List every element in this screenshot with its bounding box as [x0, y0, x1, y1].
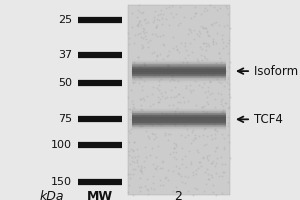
Bar	[132, 62, 226, 65]
Bar	[132, 75, 226, 78]
Text: 25: 25	[58, 15, 72, 25]
Bar	[132, 69, 226, 72]
Bar	[132, 78, 226, 81]
Bar	[132, 121, 226, 124]
Bar	[132, 79, 226, 82]
Bar	[132, 119, 226, 122]
Bar	[132, 75, 226, 78]
Bar	[132, 114, 226, 117]
Bar	[132, 126, 226, 129]
Bar	[132, 109, 226, 112]
Bar	[132, 67, 226, 70]
Bar	[132, 73, 226, 76]
Text: kDa: kDa	[40, 190, 64, 200]
Bar	[132, 127, 226, 130]
Bar	[132, 111, 226, 114]
Bar	[132, 109, 226, 112]
Bar	[132, 66, 226, 69]
Bar	[132, 73, 226, 76]
Bar	[132, 74, 226, 77]
Bar	[132, 64, 226, 67]
Bar	[132, 76, 226, 79]
Bar	[132, 113, 226, 116]
Bar	[132, 124, 226, 127]
Text: 50: 50	[58, 78, 72, 88]
Bar	[132, 125, 226, 128]
Bar	[132, 71, 226, 74]
Bar	[132, 122, 226, 125]
Bar	[132, 111, 226, 114]
Bar	[132, 120, 226, 123]
Bar	[132, 120, 226, 123]
Bar	[132, 78, 226, 81]
Bar	[132, 122, 226, 125]
Bar	[132, 77, 226, 80]
Bar	[132, 60, 226, 63]
Bar	[132, 80, 226, 83]
Bar	[132, 72, 226, 75]
Bar	[132, 123, 226, 126]
Bar	[132, 117, 226, 120]
Bar	[132, 116, 226, 119]
FancyBboxPatch shape	[128, 5, 230, 195]
Bar	[132, 115, 226, 118]
Text: 100: 100	[51, 140, 72, 150]
Bar	[132, 71, 226, 74]
Bar	[132, 65, 226, 68]
Bar	[132, 126, 226, 129]
Text: 2: 2	[174, 190, 182, 200]
Bar	[132, 110, 226, 113]
Bar	[132, 108, 226, 111]
Bar	[132, 118, 226, 121]
Bar	[132, 68, 226, 71]
Bar	[132, 115, 226, 118]
Bar	[132, 62, 226, 65]
Bar	[132, 113, 226, 116]
Text: 75: 75	[58, 114, 72, 124]
Bar	[132, 63, 226, 66]
Text: MW: MW	[87, 190, 113, 200]
Bar	[132, 61, 226, 64]
Bar	[132, 70, 226, 73]
Bar	[132, 112, 226, 115]
Bar	[132, 117, 226, 120]
Text: 150: 150	[51, 177, 72, 187]
Text: Isoform I: Isoform I	[254, 65, 300, 78]
Bar	[132, 60, 226, 63]
Bar	[132, 128, 226, 131]
Bar	[132, 64, 226, 67]
Text: 37: 37	[58, 50, 72, 60]
Bar	[132, 69, 226, 72]
Bar	[132, 124, 226, 127]
Bar	[132, 67, 226, 70]
Text: TCF4: TCF4	[254, 113, 283, 126]
